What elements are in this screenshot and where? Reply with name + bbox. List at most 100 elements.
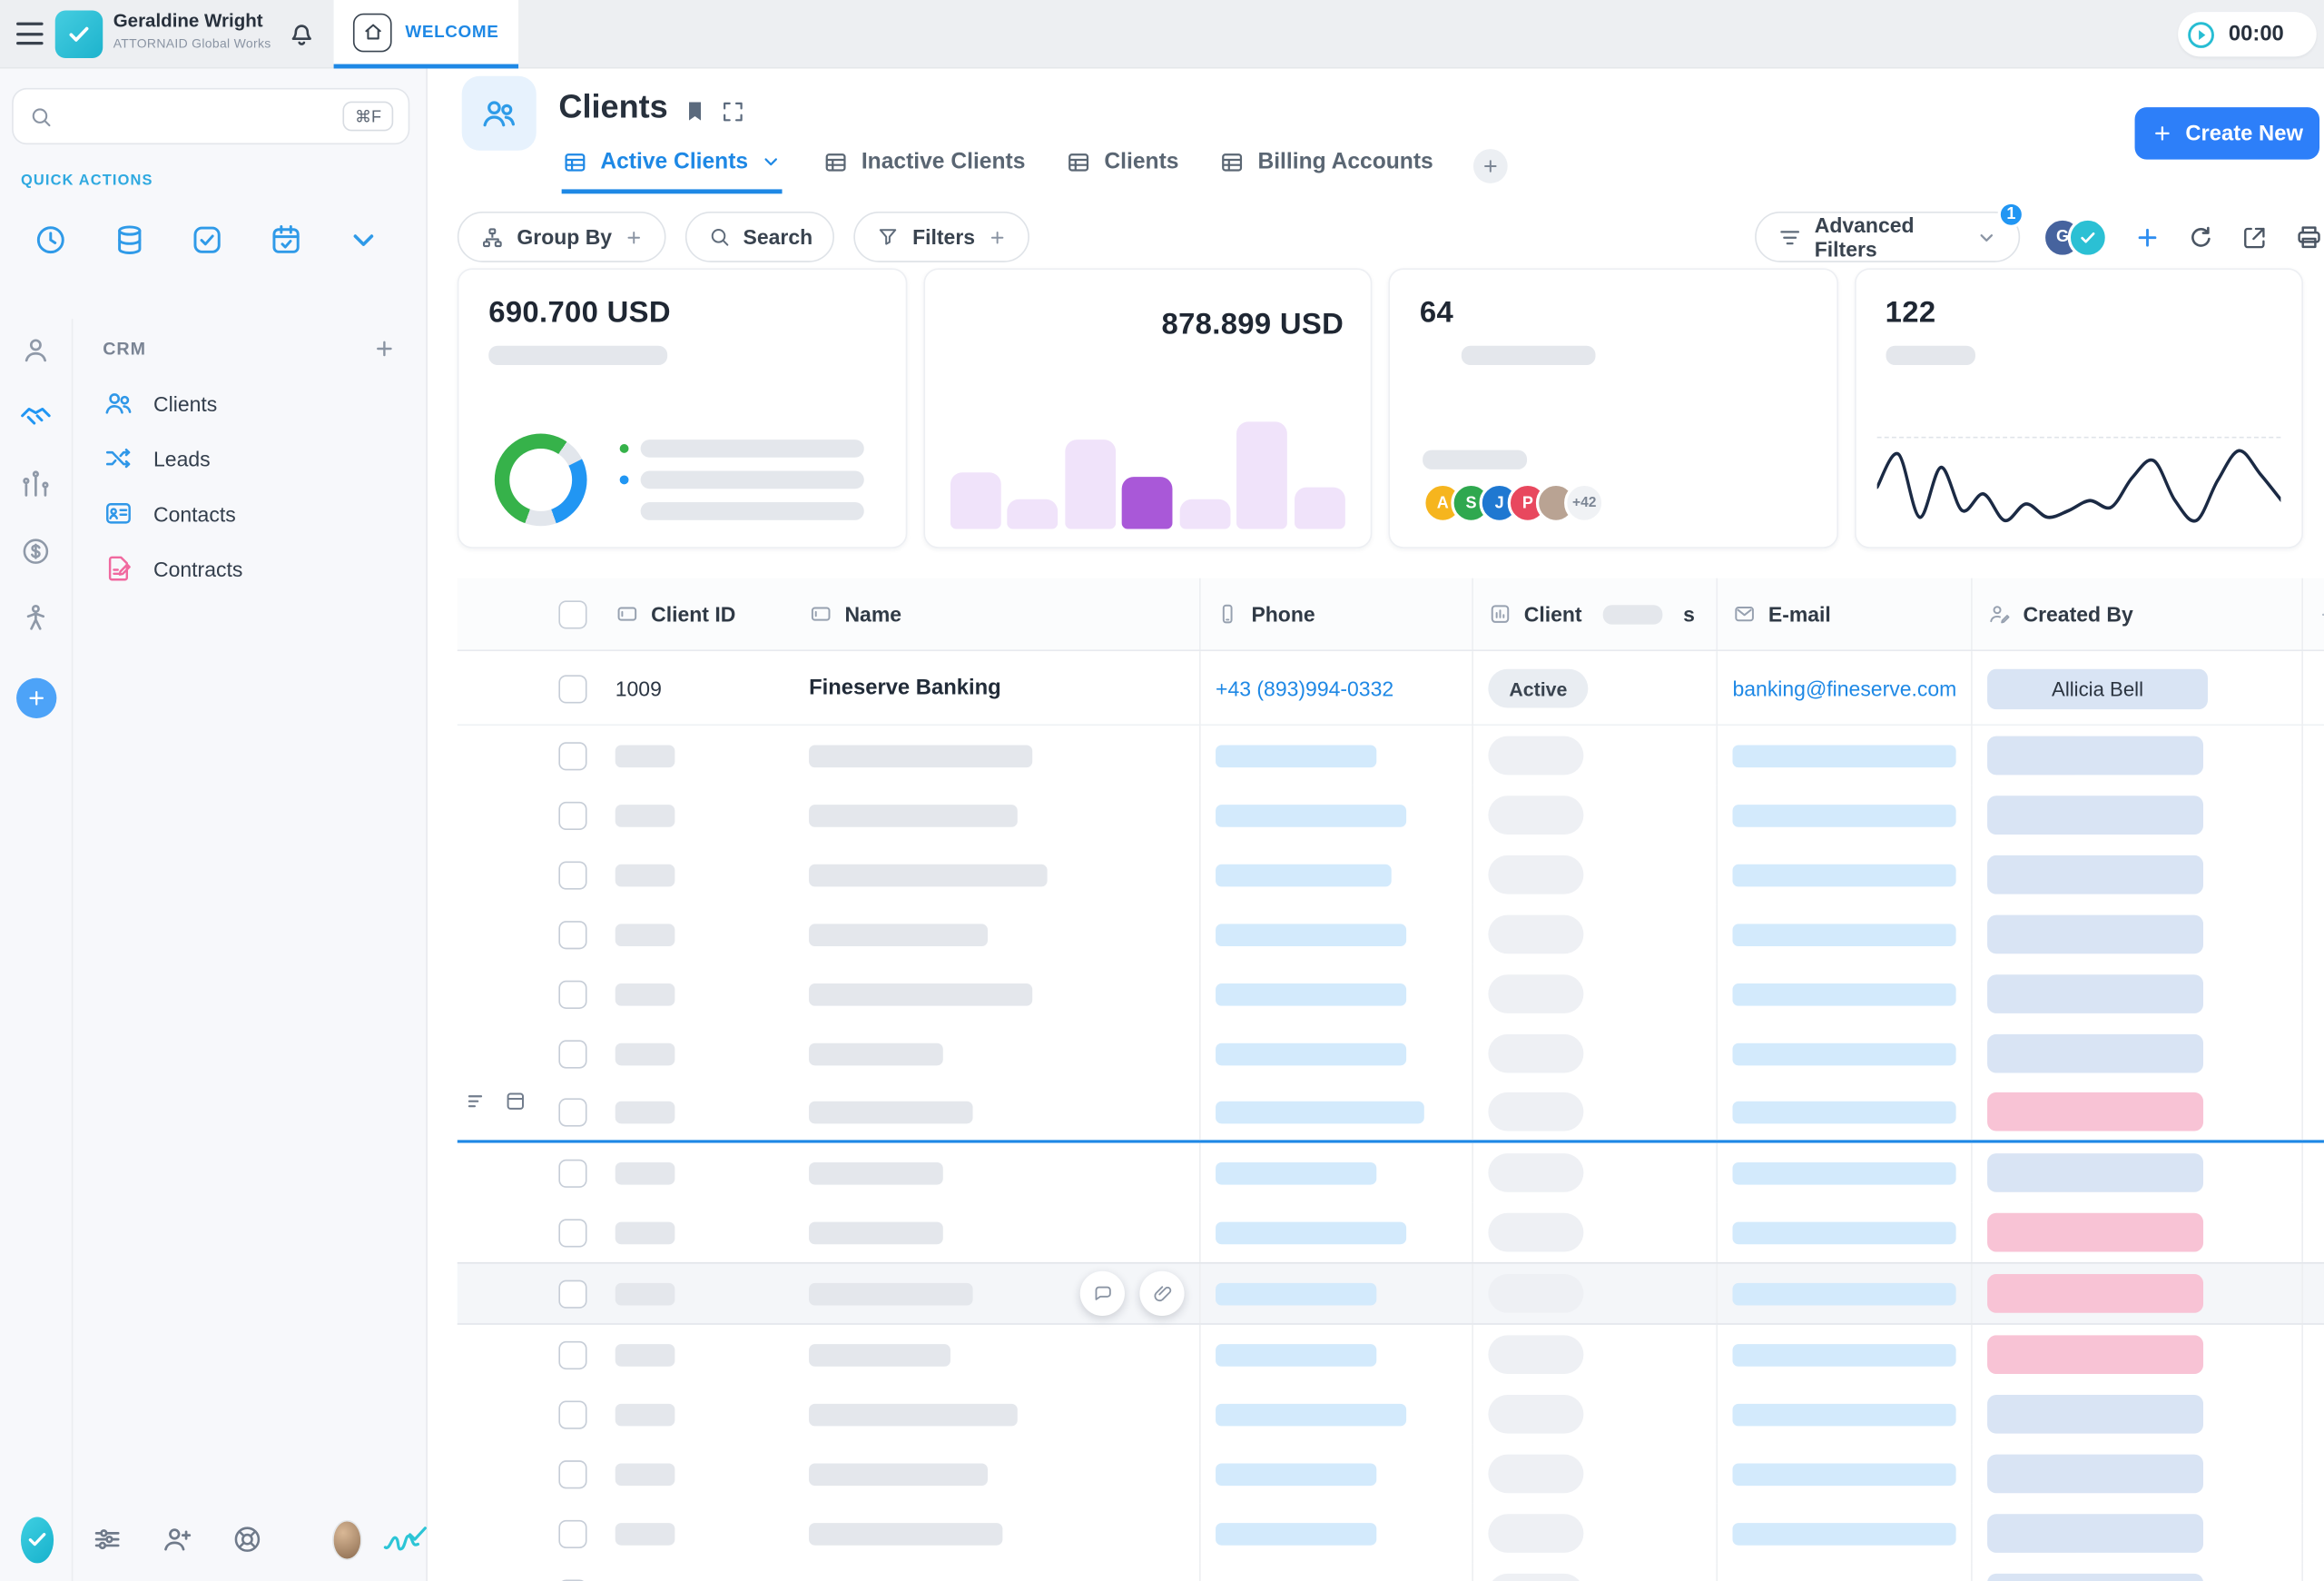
table-row-skeleton[interactable] <box>457 845 2324 905</box>
history-button[interactable] <box>21 210 81 270</box>
timer-widget[interactable]: 00:00 <box>2178 12 2317 57</box>
table-row-skeleton[interactable] <box>457 785 2324 845</box>
tab-welcome[interactable]: WELCOME <box>333 0 518 69</box>
advanced-filters-button[interactable]: Advanced Filters 1 <box>1755 201 2025 262</box>
rail-hr-icon[interactable] <box>16 599 55 638</box>
row-checkbox[interactable] <box>558 1039 587 1068</box>
table-row-skeleton[interactable] <box>457 1563 2324 1581</box>
table-row-skeleton[interactable] <box>457 1384 2324 1445</box>
column-header-email[interactable]: E-mail <box>1716 578 1971 650</box>
row-checkbox[interactable] <box>558 1518 587 1548</box>
sidebar-item-contacts[interactable]: Contacts <box>73 486 426 541</box>
row-open-icon[interactable] <box>504 1089 527 1112</box>
table-row-skeleton[interactable] <box>457 904 2324 964</box>
comment-button[interactable] <box>1079 1270 1125 1317</box>
row-checkbox[interactable] <box>558 920 587 949</box>
table-row-skeleton[interactable] <box>457 963 2324 1024</box>
play-icon[interactable] <box>2185 19 2216 50</box>
bookmark-icon[interactable] <box>681 97 709 125</box>
calendar-button[interactable] <box>255 210 315 270</box>
filters-button[interactable]: Filters <box>854 212 1029 262</box>
column-header-client-id[interactable]: Client ID <box>600 578 793 650</box>
rail-profile-icon[interactable] <box>16 331 55 370</box>
tab-inactive-clients[interactable]: Inactive Clients <box>822 137 1025 193</box>
refresh-icon[interactable] <box>2187 222 2215 251</box>
hamburger-menu-button[interactable] <box>16 22 44 52</box>
select-all-checkbox[interactable] <box>558 599 587 628</box>
row-checkbox[interactable] <box>558 741 587 770</box>
tab-billing-accounts[interactable]: Billing Accounts <box>1219 137 1433 193</box>
create-new-button[interactable]: Create New <box>2134 107 2320 160</box>
column-header-client-status[interactable]: Client s <box>1472 578 1716 650</box>
row-checkbox[interactable] <box>558 1459 587 1488</box>
column-header-phone[interactable]: Phone <box>1199 578 1472 650</box>
rail-billing-icon[interactable] <box>16 532 55 571</box>
skeleton-phone <box>1216 1282 1377 1305</box>
table-row-skeleton[interactable] <box>457 1202 2324 1262</box>
table-row-skeleton[interactable] <box>457 1262 2324 1325</box>
skeleton-status <box>1488 855 1584 894</box>
tasks-button[interactable] <box>177 210 237 270</box>
column-header-name[interactable]: Name <box>794 578 1199 650</box>
row-checkbox[interactable] <box>558 1340 587 1369</box>
cell-phone-link[interactable]: +43 (893)994-0332 <box>1199 651 1472 726</box>
row-checkbox[interactable] <box>558 1097 587 1126</box>
user-account[interactable]: Geraldine Wright ATTORNAID Global Works <box>113 12 271 49</box>
row-checkbox[interactable] <box>558 674 587 703</box>
rail-crm-icon[interactable] <box>16 398 55 437</box>
row-checkbox[interactable] <box>558 1218 587 1247</box>
invite-user-icon[interactable] <box>161 1523 193 1556</box>
skeleton-header <box>1602 604 1663 624</box>
add-record-icon[interactable] <box>2133 222 2162 251</box>
sidebar-item-clients[interactable]: Clients <box>73 376 426 431</box>
help-lifebuoy-icon[interactable] <box>231 1523 264 1556</box>
rail-add-button[interactable] <box>15 677 56 718</box>
search-button[interactable]: Search <box>684 212 835 262</box>
column-header-more[interactable] <box>2301 578 2324 650</box>
row-checkbox[interactable] <box>558 1399 587 1428</box>
group-by-button[interactable]: Group By <box>457 212 666 262</box>
contacts-icon <box>103 498 133 529</box>
cell-email-link[interactable]: banking@fineserve.com <box>1732 677 1956 701</box>
table-row[interactable]: 1009 Fineserve Banking +43 (893)994-0332… <box>457 651 2324 726</box>
crm-add-button[interactable] <box>372 337 396 361</box>
row-checkbox[interactable] <box>558 860 587 889</box>
search-input[interactable] <box>65 104 331 128</box>
notifications-bell-icon[interactable] <box>286 18 317 49</box>
rail-reports-icon[interactable] <box>16 465 55 504</box>
row-checkbox[interactable] <box>558 801 587 830</box>
table-row-skeleton[interactable] <box>457 1083 2324 1143</box>
sidebar-footer <box>0 1513 428 1566</box>
tab-clients[interactable]: Clients <box>1066 137 1178 193</box>
row-checkbox[interactable] <box>558 1158 587 1188</box>
skeleton-created-by <box>1987 1335 2204 1375</box>
fullscreen-expand-icon[interactable] <box>720 98 747 125</box>
sidebar-item-leads[interactable]: Leads <box>73 430 426 486</box>
sidebar-search[interactable]: ⌘F <box>12 87 410 145</box>
collaborator-avatars[interactable]: G <box>2042 216 2109 258</box>
drag-handle-icon[interactable] <box>465 1089 488 1112</box>
table-row-skeleton[interactable] <box>457 1444 2324 1504</box>
table-row-skeleton[interactable] <box>457 1324 2324 1385</box>
skeleton-email <box>1732 1220 1956 1244</box>
export-icon[interactable] <box>2240 222 2269 251</box>
skeleton-name <box>809 1522 1003 1545</box>
advanced-filters-icon <box>1777 224 1803 250</box>
attachment-button[interactable] <box>1139 1270 1185 1317</box>
column-header-created-by[interactable]: Created By <box>1971 578 2301 650</box>
add-view-button[interactable] <box>1473 148 1508 183</box>
row-checkbox[interactable] <box>558 979 587 1009</box>
tab-active-clients[interactable]: Active Clients <box>561 137 783 194</box>
print-icon[interactable] <box>2294 222 2324 252</box>
table-row-skeleton[interactable] <box>457 726 2324 786</box>
row-checkbox[interactable] <box>558 1279 587 1308</box>
quick-actions-expand-chevron[interactable] <box>334 210 394 270</box>
table-row-skeleton[interactable] <box>457 1023 2324 1084</box>
database-button[interactable] <box>99 210 159 270</box>
table-row-skeleton[interactable] <box>457 1503 2324 1564</box>
sidebar-item-contracts[interactable]: Contracts <box>73 541 426 597</box>
table-row-skeleton[interactable] <box>457 1142 2324 1203</box>
settings-sliders-icon[interactable] <box>91 1523 123 1556</box>
kpi-card-billed: 878.899 USD <box>922 268 1373 548</box>
user-avatar[interactable] <box>332 1518 362 1560</box>
